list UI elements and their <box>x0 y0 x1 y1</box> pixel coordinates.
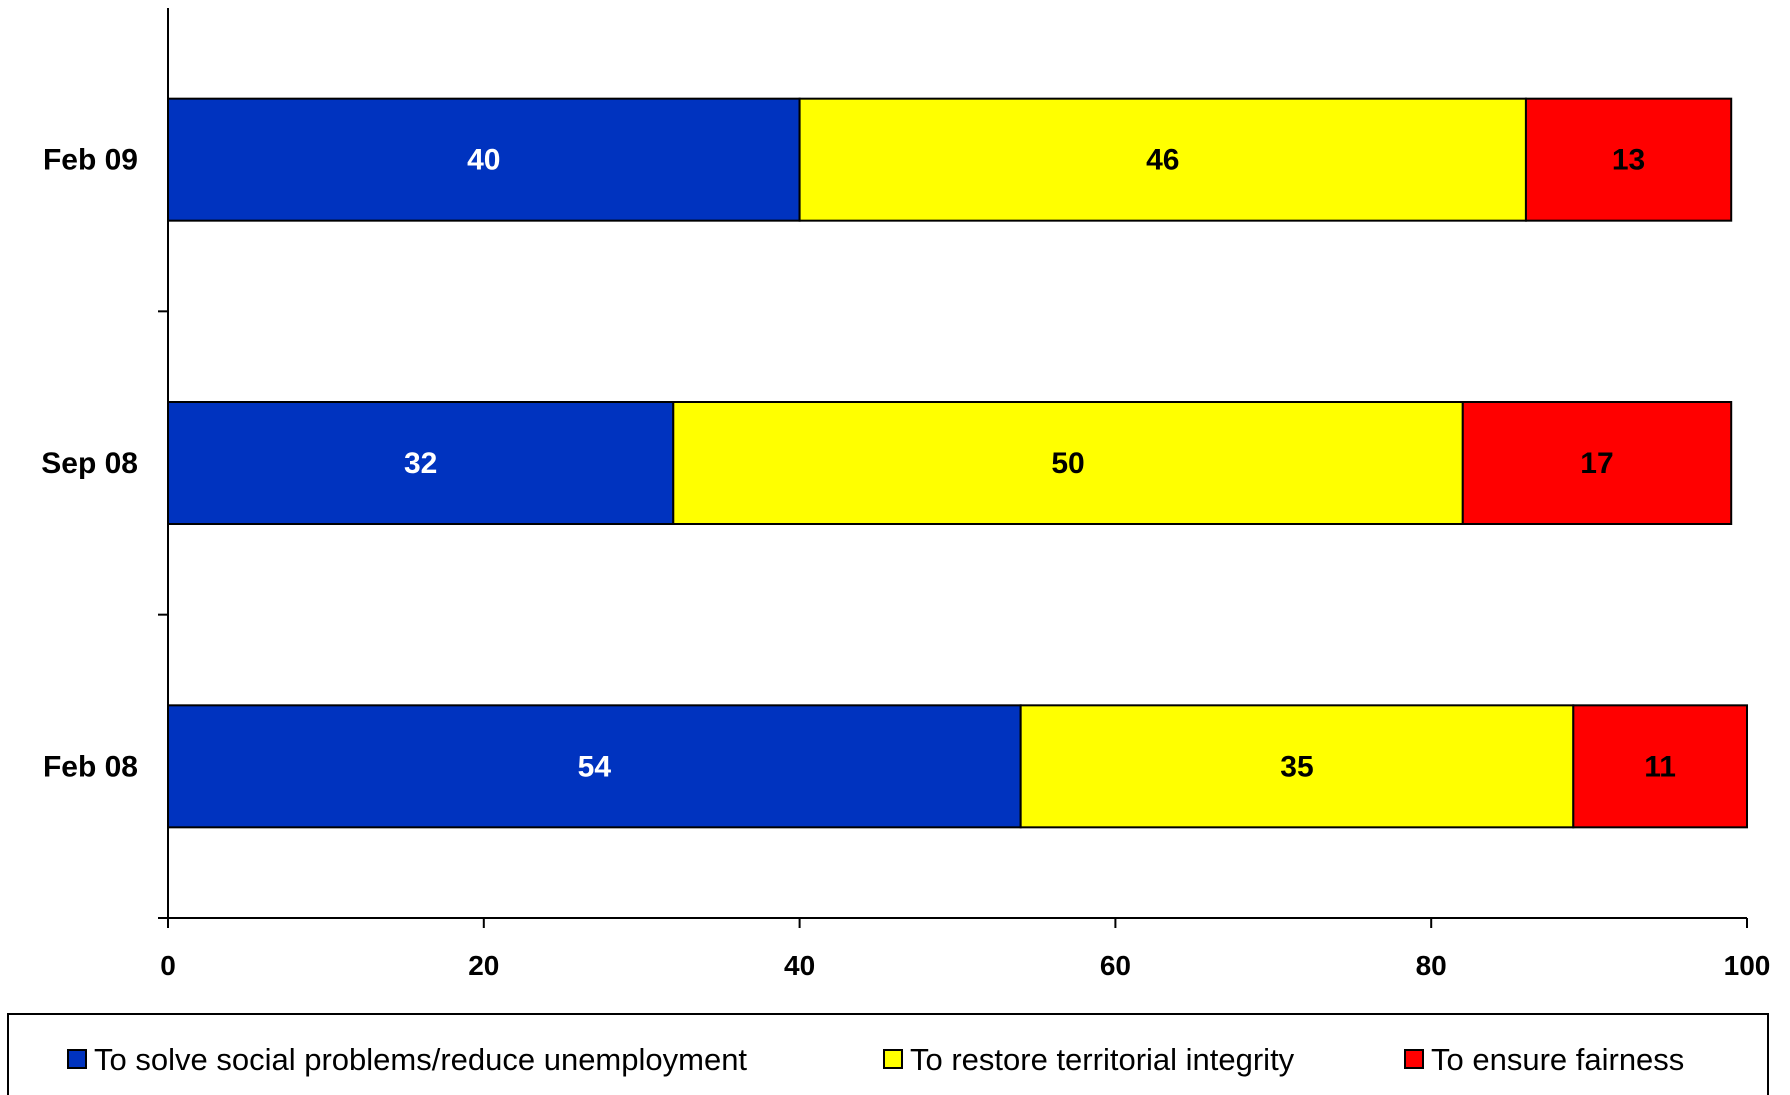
bar-segment <box>1019 704 1575 829</box>
bar-segment <box>167 401 675 525</box>
data-label: 13 <box>1612 144 1645 177</box>
bar-segment <box>672 401 1464 525</box>
bar-segment <box>798 97 1527 222</box>
legend-entry: To restore territorial integrity <box>910 1042 1295 1077</box>
category-label: Feb 08 <box>43 750 138 783</box>
legend-swatch <box>883 1049 903 1069</box>
x-tick-label: 0 <box>160 950 176 981</box>
bars-group: 40 46 13 32 50 17 54 35 11 <box>167 97 1749 829</box>
category-label: Feb 09 <box>43 144 138 177</box>
x-tick-label: 100 <box>1724 950 1771 981</box>
data-label: 40 <box>467 144 500 177</box>
x-tick-label: 20 <box>468 950 499 981</box>
bar-segment <box>1572 704 1749 829</box>
x-tick-label: 40 <box>784 950 815 981</box>
data-label: 11 <box>1644 750 1676 783</box>
x-tick-label: 80 <box>1416 950 1447 981</box>
x-tick-label: 60 <box>1100 950 1131 981</box>
legend-entry: To ensure fairness <box>1431 1042 1684 1077</box>
data-label: 32 <box>404 447 437 480</box>
bar-segment <box>1461 401 1733 525</box>
bar-segment <box>167 704 1022 829</box>
axes-group: Feb 09 Sep 08 Feb 08 0 20 40 60 80 100 <box>41 8 1770 981</box>
data-label: 50 <box>1051 447 1084 480</box>
data-label: 17 <box>1580 447 1613 480</box>
category-label: Sep 08 <box>41 447 138 480</box>
bar-segment <box>1524 97 1733 222</box>
legend-swatch <box>67 1049 87 1069</box>
data-label: 54 <box>578 750 612 783</box>
legend: To solve social problems/reduce unemploy… <box>7 1013 1769 1095</box>
legend-swatch <box>1404 1049 1424 1069</box>
data-label: 46 <box>1146 144 1179 177</box>
bar-segment <box>167 97 801 222</box>
data-label: 35 <box>1280 750 1313 783</box>
legend-entry: To solve social problems/reduce unemploy… <box>94 1042 747 1077</box>
